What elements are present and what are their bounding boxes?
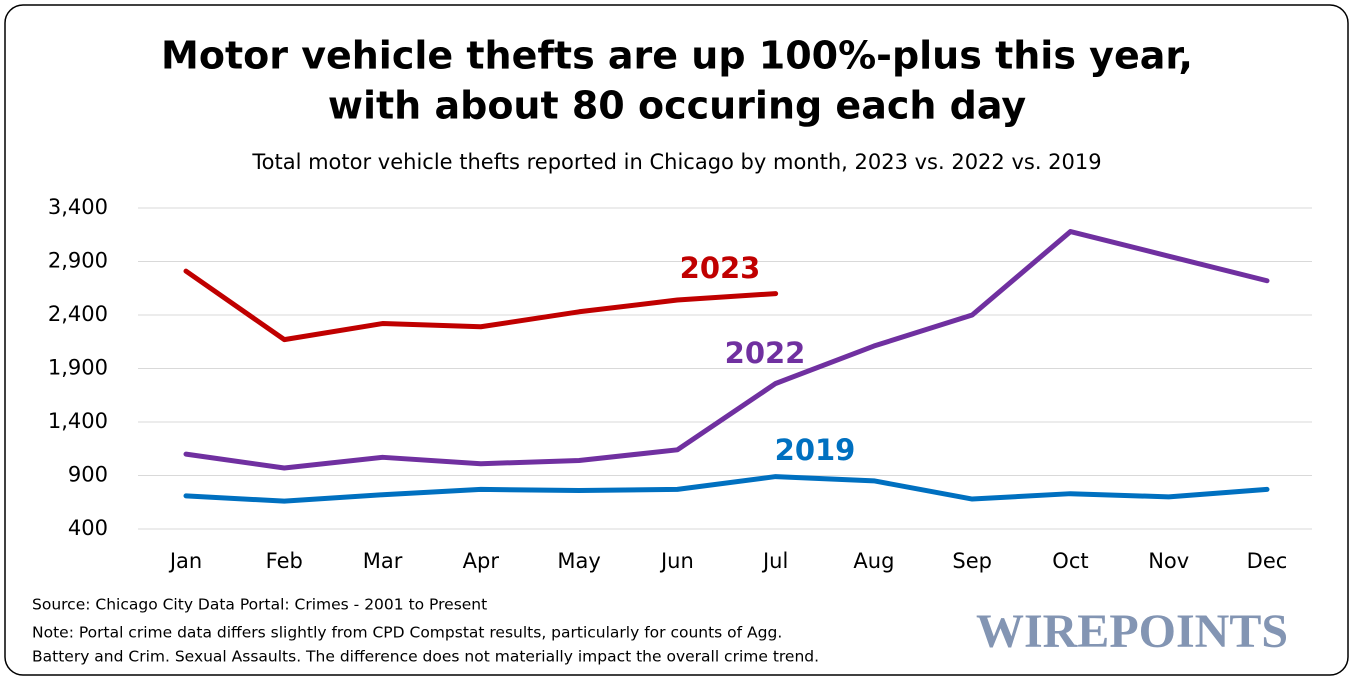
chart-subtitle: Total motor vehicle thefts reported in C… bbox=[251, 150, 1101, 174]
line-series bbox=[183, 229, 1270, 471]
x-tick-label: Jan bbox=[168, 549, 202, 573]
x-tick-label: Mar bbox=[363, 549, 403, 573]
x-tick-label: Apr bbox=[463, 549, 500, 573]
y-tick-label: 1,900 bbox=[48, 356, 108, 380]
x-tick-label: Nov bbox=[1148, 549, 1189, 573]
x-tick-label: Sep bbox=[952, 549, 992, 573]
y-tick-label: 900 bbox=[68, 463, 108, 487]
y-tick-label: 3,400 bbox=[48, 195, 108, 219]
x-tick-label: Oct bbox=[1052, 549, 1088, 573]
note: Battery and Crim. Sexual Assaults. The d… bbox=[32, 648, 819, 666]
frame bbox=[4, 4, 1349, 676]
chart-title: with about 80 occuring each day bbox=[328, 84, 1026, 128]
series-label: 2023 bbox=[680, 251, 761, 285]
y-tick-label: 2,900 bbox=[48, 249, 108, 273]
note: Note: Portal crime data differs slightly… bbox=[32, 624, 782, 642]
x-tick-label: Aug bbox=[853, 549, 894, 573]
x-tick-label: Jun bbox=[659, 549, 694, 573]
series-label: 2022 bbox=[725, 336, 806, 370]
source: Source: Chicago City Data Portal: Crimes… bbox=[32, 596, 487, 614]
x-tick-label: Jul bbox=[761, 549, 788, 573]
y-tick-label: 1,400 bbox=[48, 409, 108, 433]
line-series bbox=[183, 268, 779, 343]
logo: WIREPOINTS bbox=[976, 605, 1288, 658]
chart-title: Motor vehicle thefts are up 100%-plus th… bbox=[161, 34, 1193, 78]
x-tick-label: May bbox=[557, 549, 600, 573]
y-tick-label: 400 bbox=[68, 516, 108, 540]
series-label: 2019 bbox=[775, 433, 856, 467]
y-tick-label: 2,400 bbox=[48, 302, 108, 326]
line-series bbox=[183, 474, 1270, 504]
x-tick-label: Feb bbox=[266, 549, 303, 573]
x-tick-label: Dec bbox=[1247, 549, 1288, 573]
